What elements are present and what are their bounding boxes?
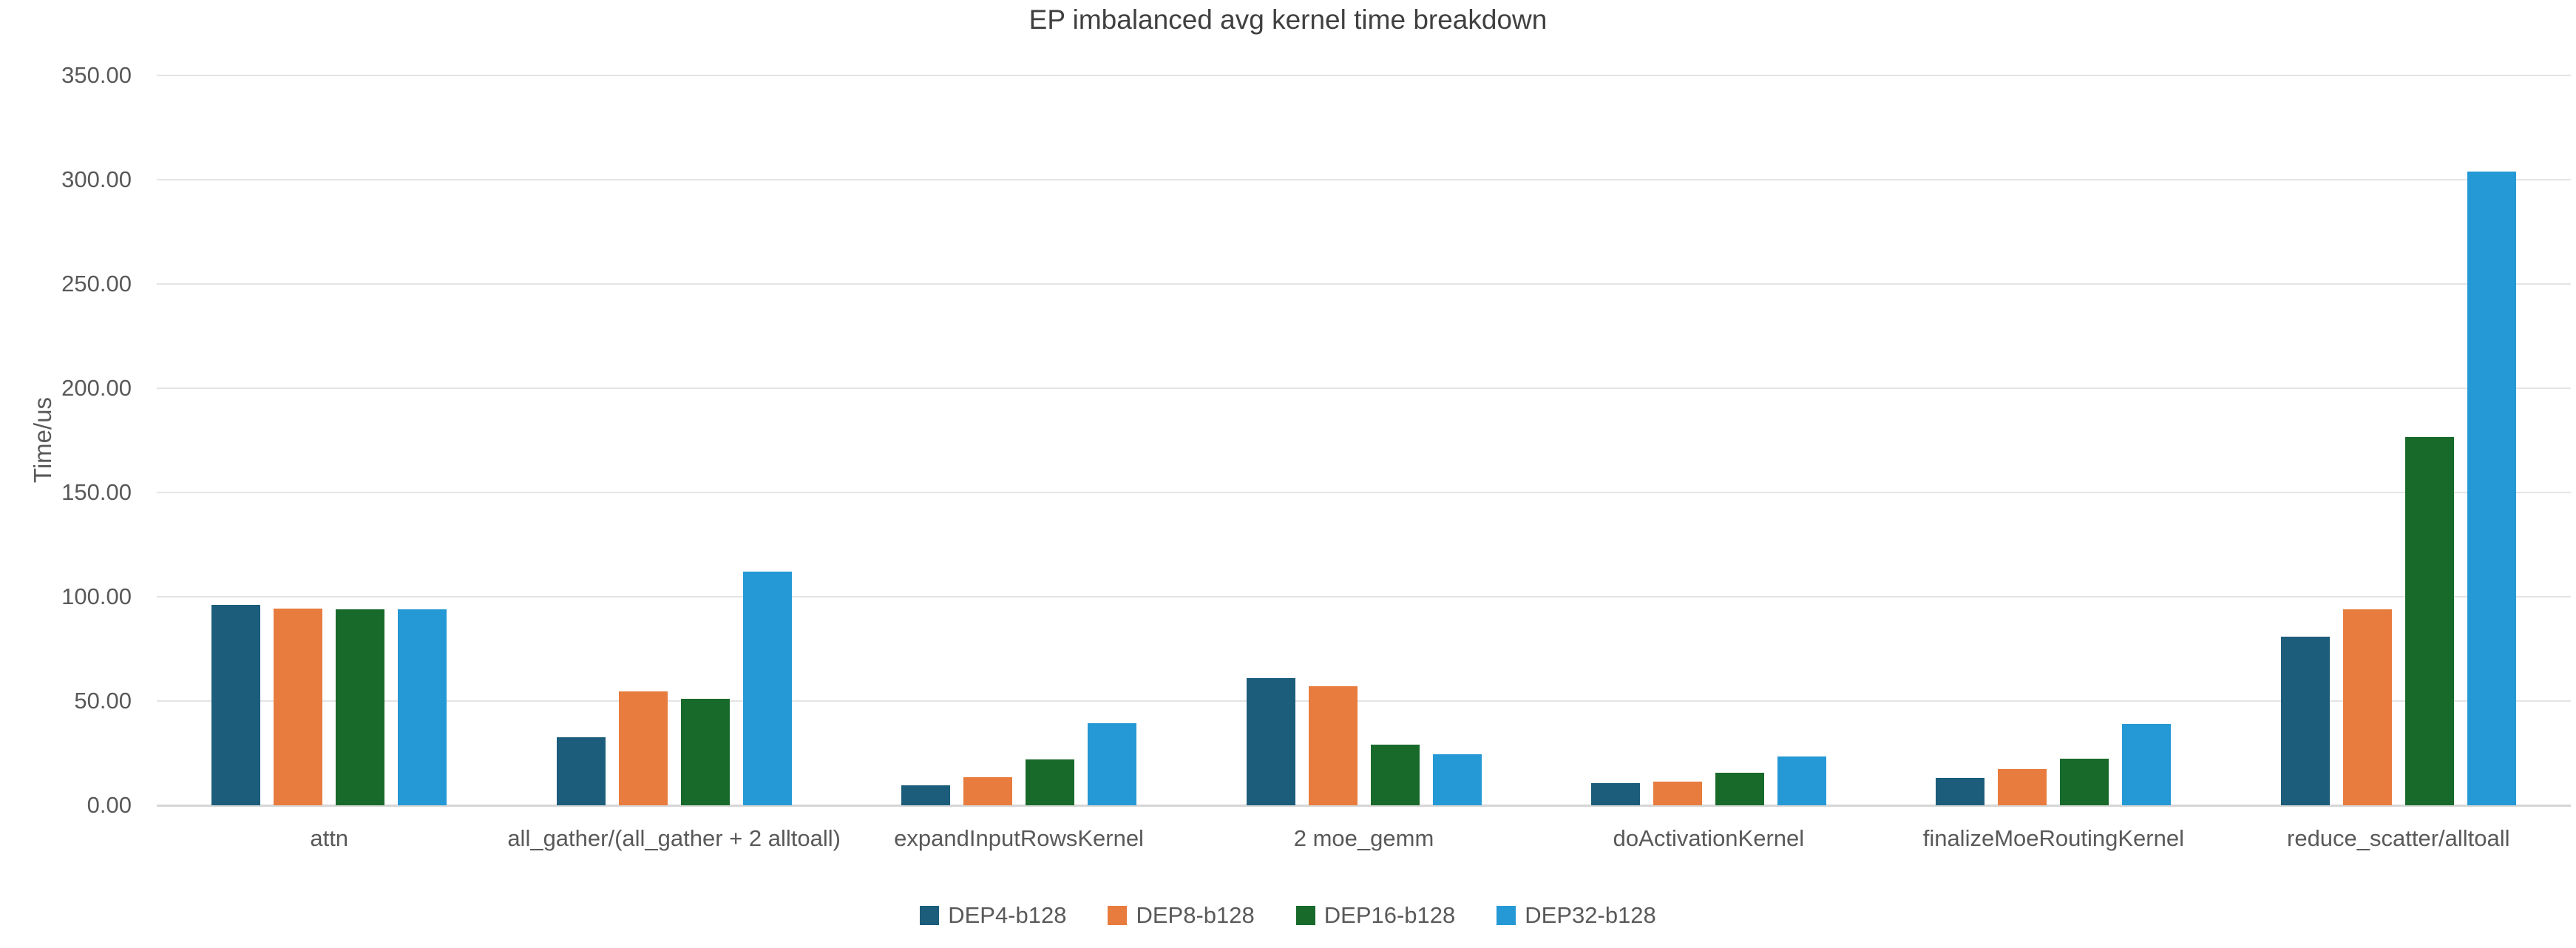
gridline (157, 492, 2571, 493)
bar (2280, 636, 2330, 805)
bar (1088, 722, 1137, 805)
bar (1590, 783, 1640, 805)
y-tick-label: 50.00 (74, 688, 132, 714)
legend-swatch (1108, 906, 1128, 925)
y-tick-label: 200.00 (61, 375, 132, 401)
legend: DEP4-b128 DEP8-b128 DEP16-b128 DEP32-b128 (0, 902, 2576, 929)
gridline (157, 75, 2571, 76)
x-axis-baseline (157, 805, 2571, 807)
x-tick-label: doActivationKernel (1613, 825, 1805, 851)
bar (2467, 171, 2516, 805)
x-tick-label: all_gather/(all_gather + 2 alltoall) (507, 825, 841, 851)
legend-swatch (920, 906, 940, 925)
bar (1777, 756, 1826, 805)
bar (2122, 724, 2172, 805)
bar (1998, 768, 2047, 805)
legend-item: DEP4-b128 (920, 902, 1066, 929)
gridline (157, 179, 2571, 180)
bar (742, 572, 792, 805)
y-tick-label: 0.00 (87, 792, 132, 818)
bar (1432, 754, 1482, 805)
bar (1370, 745, 1420, 805)
y-axis-title: Time/us (29, 396, 56, 484)
legend-item: DEP8-b128 (1108, 902, 1255, 929)
bar (1308, 686, 1358, 805)
legend-label: DEP32-b128 (1525, 902, 1656, 928)
legend-label: DEP8-b128 (1136, 902, 1255, 928)
chart-title: EP imbalanced avg kernel time breakdown (1028, 4, 1548, 35)
bar (2342, 609, 2392, 805)
x-tick-label: reduce_scatter/alltoall (2287, 825, 2510, 851)
gridline (157, 387, 2571, 389)
bar (1653, 781, 1702, 805)
bar (1246, 677, 1295, 805)
x-tick-label: finalizeMoeRoutingKernel (1922, 825, 2184, 851)
x-tick-label: expandInputRowsKernel (894, 825, 1144, 851)
bar (1026, 759, 1075, 805)
bar (556, 737, 606, 805)
bar (963, 776, 1013, 805)
bar (211, 605, 261, 805)
gridline (157, 283, 2571, 285)
bar (398, 609, 447, 805)
legend-swatch (1295, 906, 1315, 925)
bar (336, 609, 385, 805)
bar (618, 691, 668, 805)
legend-label: DEP16-b128 (1323, 902, 1456, 928)
bar (1715, 773, 1764, 805)
y-tick-label: 100.00 (61, 583, 132, 609)
x-tick-label: 2 moe_gemm (1293, 825, 1434, 851)
y-tick-label: 150.00 (61, 479, 132, 505)
bar (901, 785, 951, 805)
legend-item: DEP32-b128 (1497, 902, 1656, 929)
gridline (157, 596, 2571, 597)
gridline (157, 700, 2571, 702)
y-tick-label: 350.00 (61, 62, 132, 88)
legend-label: DEP4-b128 (948, 902, 1067, 928)
legend-item: DEP16-b128 (1295, 902, 1456, 929)
bar (2404, 437, 2454, 805)
y-tick-label: 300.00 (61, 166, 132, 192)
bar (1936, 778, 1985, 805)
bar (274, 608, 323, 805)
y-tick-label: 250.00 (61, 271, 132, 297)
x-tick-label: attn (310, 825, 349, 851)
legend-swatch (1497, 906, 1516, 925)
bar (680, 699, 730, 805)
bar (2060, 758, 2109, 805)
